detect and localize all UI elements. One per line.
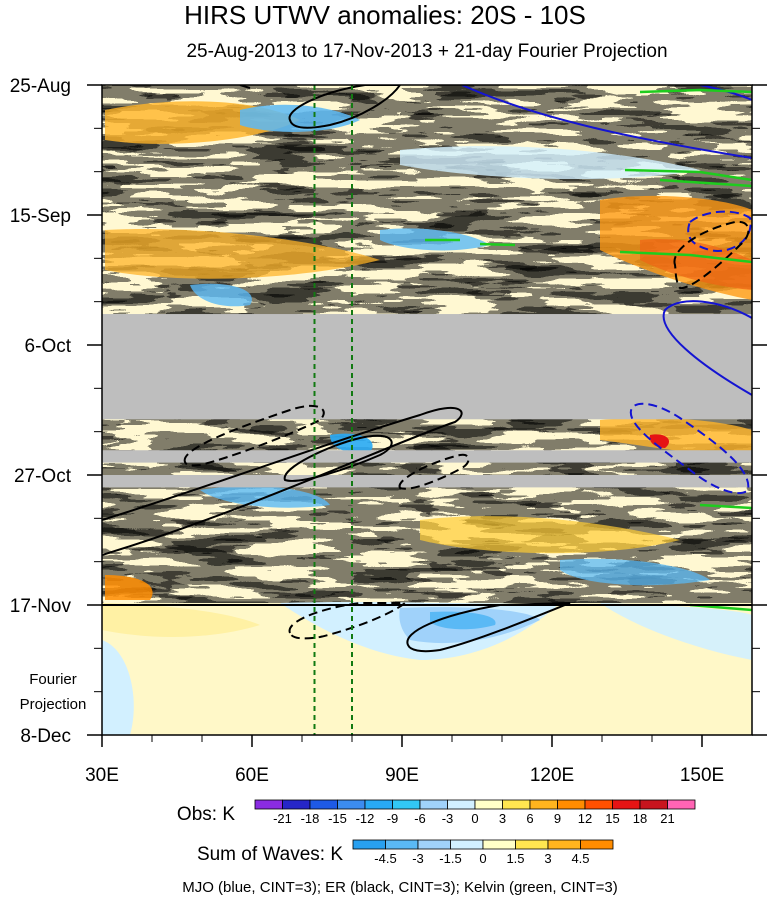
mjo-contour xyxy=(629,402,750,495)
obs-colorbar-label: Obs: K xyxy=(177,804,235,825)
projection-label-line1: Fourier xyxy=(29,671,77,688)
obs-colorbar-tick-label: 3 xyxy=(499,811,506,826)
y-tick-label: 25-Aug xyxy=(10,76,71,97)
projection-field xyxy=(102,602,752,735)
obs-colorbar-tick-label: 9 xyxy=(554,811,561,826)
waves-colorbar-tick-label: -4.5 xyxy=(374,851,396,866)
obs-colorbar-swatch xyxy=(254,799,283,810)
obs-colorbar-tick-label: 6 xyxy=(526,811,533,826)
chart-title: HIRS UTWV anomalies: 20S - 10S xyxy=(184,0,586,30)
waves-colorbar-swatch xyxy=(417,839,451,850)
obs-colorbar-swatch xyxy=(474,799,503,810)
obs-colorbar-tick-label: 18 xyxy=(633,811,647,826)
chart-subtitle: 25-Aug-2013 to 17-Nov-2013 + 21-day Four… xyxy=(186,41,667,62)
obs-colorbar-swatch xyxy=(392,799,421,810)
kelvin-contour xyxy=(699,503,752,510)
obs-colorbar-tick-label: -3 xyxy=(442,811,454,826)
waves-colorbar-tick-label: -3 xyxy=(412,851,424,866)
er-contour xyxy=(283,434,393,482)
y-tick-label: 27-Oct xyxy=(14,466,72,487)
waves-colorbar-swatch xyxy=(385,839,419,850)
obs-colorbar-swatch xyxy=(612,799,641,810)
obs-colorbar-tick-label: 21 xyxy=(660,811,674,826)
kelvin-contour xyxy=(624,168,752,182)
obs-colorbar-tick-label: -12 xyxy=(356,811,375,826)
er-contour xyxy=(102,406,463,556)
waves-colorbar-label: Sum of Waves: K xyxy=(197,844,343,865)
obs-colorbar-swatch xyxy=(282,799,311,810)
missing-data-bands xyxy=(102,314,752,488)
obs-colorbar-tick-label: -9 xyxy=(387,811,399,826)
obs-colorbar-tick-label: -18 xyxy=(301,811,320,826)
waves-colorbar-swatch xyxy=(482,839,516,850)
plot-area xyxy=(102,85,752,735)
y-tick-label: 15-Sep xyxy=(10,206,71,227)
obs-colorbar-swatch xyxy=(364,799,393,810)
y-tick-label: 6-Oct xyxy=(25,336,72,357)
obs-colorbar-tick-label: 12 xyxy=(578,811,592,826)
obs-colorbar-swatch xyxy=(419,799,448,810)
obs-colorbar-swatch xyxy=(557,799,586,810)
obs-colorbar-swatch xyxy=(447,799,476,810)
obs-colorbar-swatch xyxy=(584,799,613,810)
waves-colorbar-tick-label: 0 xyxy=(479,851,486,866)
obs-colorbar-tick-label: 15 xyxy=(605,811,619,826)
y-axis: 25-Aug 15-Sep 6-Oct 27-Oct 17-Nov 8-Dec xyxy=(10,76,767,747)
obs-colorbar-tick-label: 0 xyxy=(471,811,478,826)
obs-colorbar-tick-label: -15 xyxy=(328,811,347,826)
x-tick-label: 150E xyxy=(680,765,724,786)
obs-colorbar-swatch xyxy=(667,799,696,810)
x-axis: 30E 60E 90E 120E 150E xyxy=(85,735,724,786)
waves-colorbar-swatch xyxy=(352,839,386,850)
mjo-contour xyxy=(461,85,752,159)
er-contour xyxy=(406,602,571,653)
x-tick-label: 60E xyxy=(235,765,269,786)
x-tick-label: 30E xyxy=(85,765,119,786)
obs-colorbar-swatch xyxy=(639,799,668,810)
y-tick-label: 17-Nov xyxy=(10,596,72,617)
projection-label-line2: Projection xyxy=(20,696,87,713)
missing-data-band xyxy=(102,475,752,488)
waves-colorbar-swatch xyxy=(580,839,614,850)
obs-colorbar-swatch xyxy=(309,799,338,810)
kelvin-contour xyxy=(639,88,752,94)
kelvin-contour xyxy=(479,242,516,247)
kelvin-contours xyxy=(425,88,752,612)
waves-colorbar: -4.5 -3 -1.5 0 1.5 3 4.5 xyxy=(352,839,614,866)
er-contour xyxy=(288,85,402,129)
obs-colorbar-swatch xyxy=(337,799,366,810)
mjo-contour xyxy=(662,300,752,396)
obs-colorbar-tick-label: -21 xyxy=(273,811,292,826)
waves-colorbar-tick-label: 1.5 xyxy=(506,851,524,866)
kelvin-contour xyxy=(619,250,752,264)
er-contours xyxy=(102,85,750,653)
missing-data-band xyxy=(102,314,752,420)
mjo-contour xyxy=(699,85,752,101)
waves-colorbar-tick-label: 4.5 xyxy=(571,851,589,866)
er-contour xyxy=(183,404,325,467)
y-tick-label: 8-Dec xyxy=(20,726,71,747)
er-contour xyxy=(673,220,750,290)
contour-legend-footer: MJO (blue, CINT=3); ER (black, CINT=3); … xyxy=(182,879,618,896)
obs-colorbar-swatch xyxy=(502,799,531,810)
waves-colorbar-swatch xyxy=(450,839,484,850)
obs-colorbar-tick-label: -6 xyxy=(414,811,426,826)
kelvin-contour xyxy=(659,178,752,188)
missing-data-band xyxy=(102,450,752,463)
waves-colorbar-tick-label: 3 xyxy=(544,851,551,866)
er-contour xyxy=(398,453,470,490)
x-tick-label: 90E xyxy=(385,765,419,786)
obs-colorbar-swatch xyxy=(529,799,558,810)
plot-frame xyxy=(101,84,753,736)
waves-colorbar-swatch xyxy=(515,839,549,850)
obs-colorbar: -21 -18 -15 -12 -9 -6 -3 0 3 6 9 12 15 18 21 xyxy=(254,799,696,826)
waves-colorbar-swatch xyxy=(547,839,581,850)
waves-colorbar-tick-label: -1.5 xyxy=(439,851,461,866)
reference-longitude-lines xyxy=(313,85,353,735)
x-tick-label: 120E xyxy=(530,765,574,786)
